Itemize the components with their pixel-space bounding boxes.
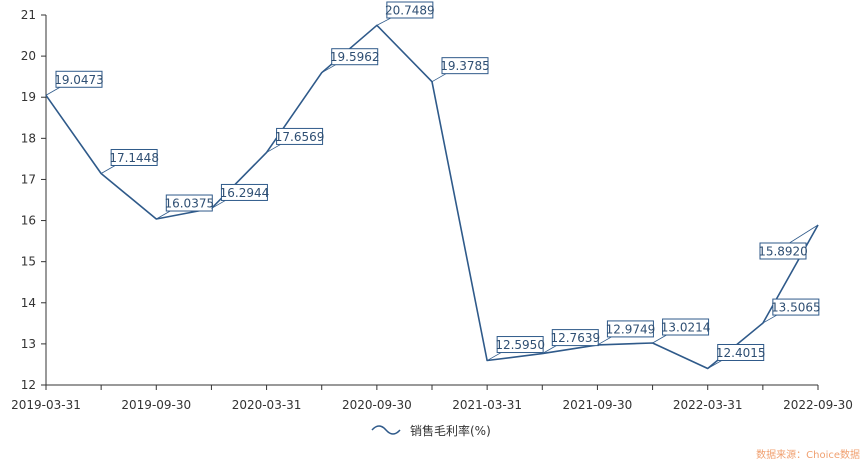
data-label-box (441, 57, 489, 75)
y-tick-label: 20 (21, 49, 36, 63)
data-label-leader (431, 73, 447, 83)
data-labels: 19.0473 17.1448 16.0375 16.2944 17.6569 19.59… (45, 1, 821, 369)
data-label-leader (376, 17, 392, 26)
data-label: 16.2944 (211, 183, 270, 209)
data-label-leader (542, 345, 557, 354)
data-label-leader (652, 334, 667, 344)
x-tick-label: 2019-03-31 (11, 398, 81, 412)
data-label: 13.5065 (762, 298, 821, 324)
data-label-text: 15.8920 (758, 244, 808, 258)
data-label: 12.9749 (597, 320, 656, 346)
data-label-box (276, 127, 324, 145)
data-label: 17.1448 (100, 148, 159, 174)
y-tick-label: 19 (21, 90, 36, 104)
legend-label: 销售毛利率(%) (410, 423, 491, 438)
data-label-leader (266, 144, 281, 153)
source-note: 数据来源：Choice数据 (756, 448, 860, 461)
data-label: 13.0214 (652, 318, 711, 344)
x-tick-label: 2020-09-30 (342, 398, 412, 412)
data-label-leader (597, 336, 612, 346)
x-tick-label: 2021-09-30 (563, 398, 633, 412)
series-line-path (45, 24, 819, 370)
data-label-box (662, 318, 710, 336)
x-tick-label: 2022-03-31 (673, 398, 743, 412)
data-label-text: 13.5065 (771, 301, 821, 315)
data-label-box (717, 343, 765, 361)
data-label-text: 12.9749 (606, 322, 656, 336)
data-label-box (165, 194, 213, 212)
data-label-text: 17.1448 (109, 151, 159, 165)
data-label-box (386, 1, 434, 19)
data-label-box (772, 298, 820, 316)
data-label-box (331, 48, 379, 66)
x-tick-label: 2021-03-31 (452, 398, 522, 412)
series-line (45, 24, 819, 370)
data-label: 12.4015 (707, 343, 766, 369)
data-label-box (110, 148, 158, 166)
data-label: 17.6569 (266, 127, 325, 153)
data-label: 19.5962 (321, 48, 380, 74)
data-label-text: 20.7489 (385, 4, 435, 18)
y-tick-label: 13 (21, 337, 36, 351)
y-tick-label: 12 (21, 378, 36, 392)
axes: 12 13 14 15 16 17 18 19 20 21 2019-03-31 2019-09-30… (11, 8, 853, 412)
legend[interactable]: 销售毛利率(%) (371, 423, 491, 438)
y-tick-label: 14 (21, 296, 36, 310)
y-tick-label: 15 (21, 255, 36, 269)
data-label: 20.7489 (376, 1, 435, 26)
data-label-leader (156, 210, 171, 220)
x-tick-label: 2020-03-31 (232, 398, 302, 412)
y-tick-label: 17 (21, 172, 36, 186)
data-label-box (551, 329, 599, 347)
data-label: 19.3785 (431, 57, 490, 83)
data-label-leader (211, 200, 226, 209)
data-label: 19.0473 (45, 70, 104, 96)
y-tick-label: 18 (21, 131, 36, 145)
y-tick-label: 21 (21, 8, 36, 22)
data-label-text: 12.5950 (495, 338, 545, 352)
data-label: 15.8920 (758, 224, 819, 260)
data-label-box (606, 320, 654, 338)
data-label-text: 16.0375 (164, 197, 214, 211)
data-label-text: 17.6569 (275, 130, 325, 144)
data-label-leader (762, 314, 778, 324)
data-label-box (55, 70, 103, 88)
y-tick-label: 16 (21, 214, 36, 228)
data-label-text: 16.2944 (220, 186, 270, 200)
data-label-leader (100, 165, 116, 174)
data-label-text: 12.7639 (550, 331, 600, 345)
data-label-box (759, 242, 807, 260)
data-label: 12.5950 (486, 336, 545, 361)
data-label-text: 19.3785 (440, 59, 490, 73)
data-label-leader (321, 64, 336, 74)
data-label-leader (707, 360, 722, 369)
data-label-text: 13.0214 (661, 321, 711, 335)
data-label-leader (45, 86, 61, 96)
data-label-leader (486, 352, 502, 361)
data-label: 16.0375 (156, 194, 214, 220)
data-label-text: 19.0473 (54, 73, 104, 87)
x-tick-label: 2022-09-30 (783, 398, 853, 412)
data-label-text: 12.4015 (716, 346, 766, 360)
legend-swatch (371, 425, 401, 435)
data-label-box (220, 183, 268, 201)
x-tick-label: 2019-09-30 (121, 398, 191, 412)
data-label-box (496, 336, 544, 354)
data-label: 12.7639 (542, 329, 600, 354)
data-label-text: 19.5962 (330, 50, 380, 64)
